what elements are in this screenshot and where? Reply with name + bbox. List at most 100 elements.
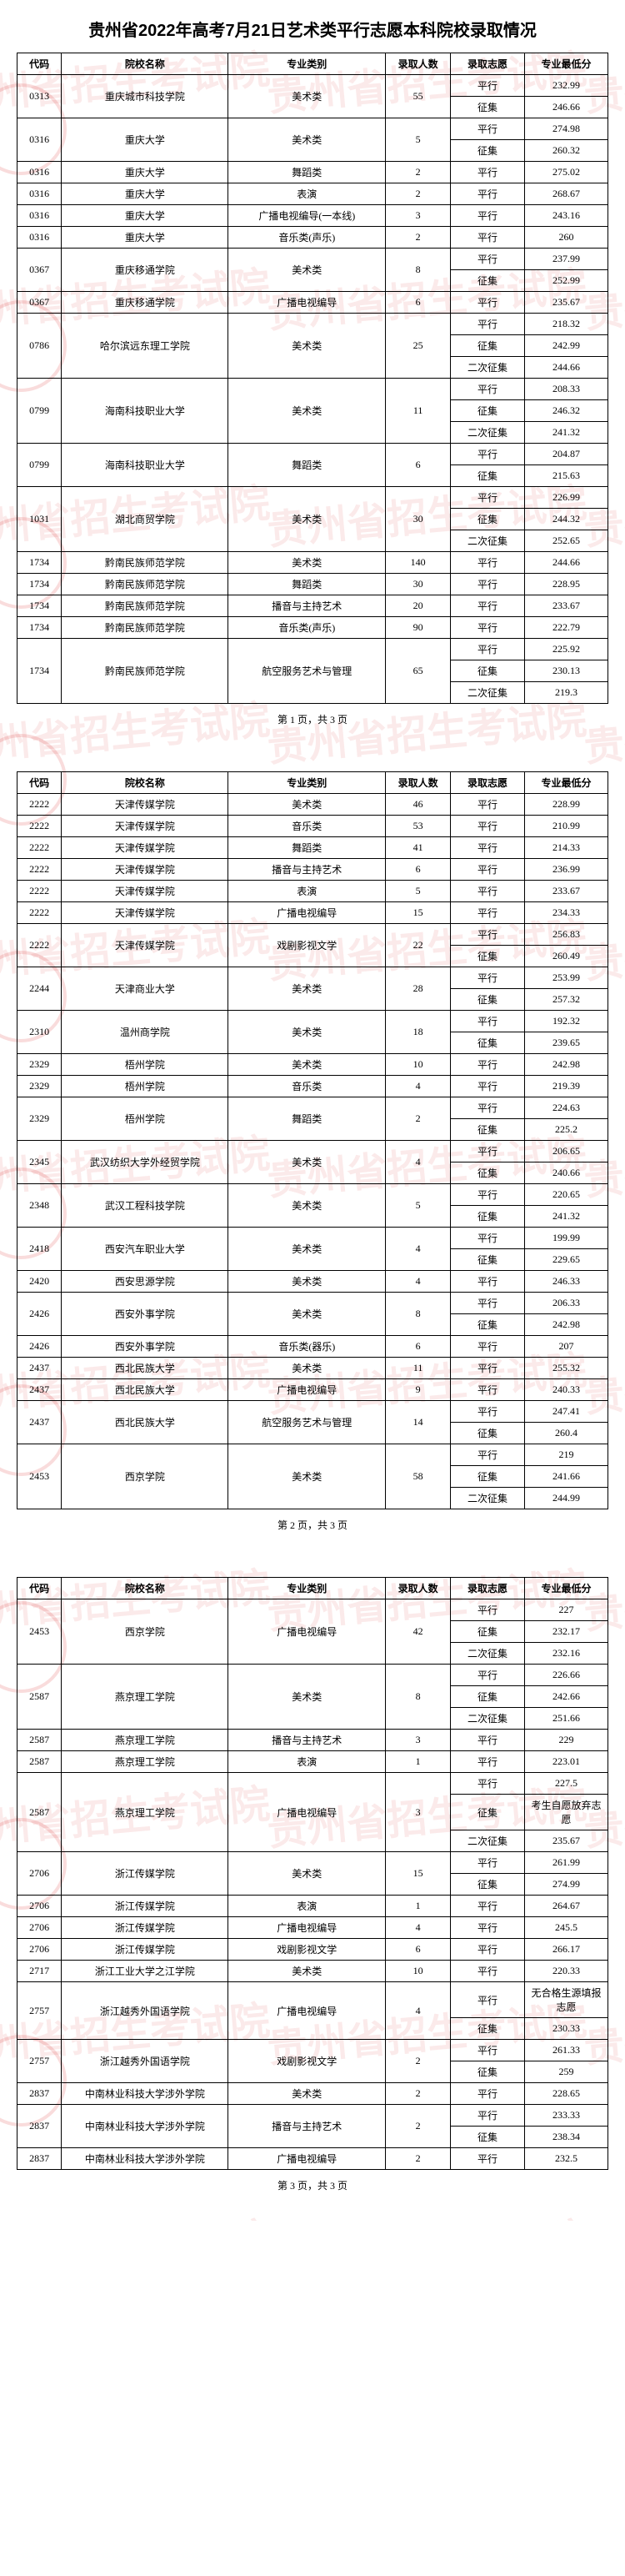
cell-count: 4	[386, 1982, 451, 2040]
cell-major: 表演	[228, 183, 386, 205]
cell-count: 8	[386, 249, 451, 292]
cell-count: 2	[386, 183, 451, 205]
cell-wish: 平行	[451, 1379, 525, 1401]
cell-code: 0316	[18, 227, 62, 249]
table-row: 2420西安思源学院美术类4平行246.33	[18, 1271, 608, 1293]
cell-name: 黔南民族师范学院	[62, 595, 228, 617]
cell-name: 中南林业科技大学涉外学院	[62, 2148, 228, 2170]
admission-table: 代码院校名称专业类别录取人数录取志愿专业最低分2453西京学院广播电视编导42平…	[17, 1577, 608, 2170]
cell-major: 广播电视编导	[228, 902, 386, 924]
table-row: 1734黔南民族师范学院舞蹈类30平行228.95	[18, 574, 608, 595]
cell-score: 227	[524, 1599, 608, 1621]
cell-code: 2420	[18, 1271, 62, 1293]
cell-code: 0367	[18, 249, 62, 292]
cell-score: 264.67	[524, 1896, 608, 1917]
cell-count: 6	[386, 444, 451, 487]
cell-score: 214.33	[524, 837, 608, 859]
cell-score: 251.66	[524, 1708, 608, 1730]
cell-count: 11	[386, 379, 451, 444]
cell-count: 1	[386, 1896, 451, 1917]
cell-major: 美术类	[228, 118, 386, 162]
cell-wish: 二次征集	[451, 1488, 525, 1509]
cell-code: 2222	[18, 924, 62, 967]
cell-code: 2587	[18, 1773, 62, 1852]
cell-major: 美术类	[228, 967, 386, 1011]
cell-wish: 征集	[451, 97, 525, 118]
cell-code: 2437	[18, 1401, 62, 1444]
table-row: 1734黔南民族师范学院音乐类(声乐)90平行222.79	[18, 617, 608, 639]
pager: 第 1 页，共 3 页	[17, 704, 608, 746]
cell-major: 美术类	[228, 1665, 386, 1730]
cell-name: 西北民族大学	[62, 1401, 228, 1444]
table-row: 2310温州商学院美术类18平行192.32	[18, 1011, 608, 1032]
col-header-wish: 录取志愿	[451, 1578, 525, 1599]
table-row: 2587燕京理工学院广播电视编导3平行227.5	[18, 1773, 608, 1795]
cell-count: 4	[386, 1141, 451, 1184]
cell-major: 舞蹈类	[228, 162, 386, 183]
cell-wish: 平行	[451, 1401, 525, 1423]
cell-wish: 征集	[451, 946, 525, 967]
table-row: 0799海南科技职业大学舞蹈类6平行204.87	[18, 444, 608, 465]
cell-score: 207	[524, 1336, 608, 1358]
cell-wish: 二次征集	[451, 1643, 525, 1665]
cell-count: 4	[386, 1228, 451, 1271]
cell-score: 220.33	[524, 1961, 608, 1982]
cell-count: 2	[386, 2148, 451, 2170]
table-row: 2757浙江越秀外国语学院戏剧影视文学2平行261.33	[18, 2040, 608, 2061]
cell-name: 天津传媒学院	[62, 837, 228, 859]
table-row: 0316重庆大学表演2平行268.67	[18, 183, 608, 205]
cell-code: 2222	[18, 794, 62, 816]
table-row: 2587燕京理工学院表演1平行223.01	[18, 1751, 608, 1773]
cell-score: 253.99	[524, 967, 608, 989]
cell-wish: 征集	[451, 2127, 525, 2148]
cell-score: 考生自愿放弃志愿	[524, 1795, 608, 1830]
table-row: 2222天津传媒学院美术类46平行228.99	[18, 794, 608, 816]
cell-score: 274.99	[524, 1874, 608, 1896]
col-header-score: 专业最低分	[524, 53, 608, 75]
cell-major: 音乐类(声乐)	[228, 227, 386, 249]
cell-wish: 平行	[451, 249, 525, 270]
cell-score: 219.39	[524, 1076, 608, 1097]
col-header-major: 专业类别	[228, 772, 386, 794]
cell-score: 244.66	[524, 552, 608, 574]
cell-wish: 平行	[451, 1054, 525, 1076]
cell-score: 246.33	[524, 1271, 608, 1293]
cell-wish: 征集	[451, 400, 525, 422]
cell-code: 2706	[18, 1917, 62, 1939]
cell-major: 美术类	[228, 794, 386, 816]
cell-score: 215.63	[524, 465, 608, 487]
table-row: 1734黔南民族师范学院播音与主持艺术20平行233.67	[18, 595, 608, 617]
cell-score: 275.02	[524, 162, 608, 183]
cell-wish: 征集	[451, 1032, 525, 1054]
cell-wish: 平行	[451, 881, 525, 902]
cell-score: 230.13	[524, 660, 608, 682]
cell-wish: 平行	[451, 1097, 525, 1119]
cell-wish: 征集	[451, 509, 525, 530]
cell-score: 229	[524, 1730, 608, 1751]
cell-code: 2310	[18, 1011, 62, 1054]
cell-score: 242.99	[524, 335, 608, 357]
col-header-name: 院校名称	[62, 53, 228, 75]
cell-code: 2706	[18, 1852, 62, 1896]
table-row: 0367重庆移通学院美术类8平行237.99	[18, 249, 608, 270]
cell-name: 天津商业大学	[62, 967, 228, 1011]
cell-wish: 平行	[451, 967, 525, 989]
cell-wish: 二次征集	[451, 530, 525, 552]
cell-code: 2453	[18, 1599, 62, 1665]
cell-code: 2437	[18, 1358, 62, 1379]
cell-wish: 征集	[451, 1795, 525, 1830]
cell-code: 2345	[18, 1141, 62, 1184]
cell-code: 2329	[18, 1076, 62, 1097]
cell-wish: 平行	[451, 595, 525, 617]
cell-major: 美术类	[228, 249, 386, 292]
cell-name: 燕京理工学院	[62, 1773, 228, 1852]
cell-code: 1734	[18, 574, 62, 595]
cell-score: 257.32	[524, 989, 608, 1011]
col-header-wish: 录取志愿	[451, 53, 525, 75]
cell-wish: 平行	[451, 1358, 525, 1379]
cell-count: 4	[386, 1271, 451, 1293]
cell-count: 15	[386, 1852, 451, 1896]
page-title: 贵州省2022年高考7月21日艺术类平行志愿本科院校录取情况	[17, 17, 608, 41]
cell-name: 哈尔滨远东理工学院	[62, 314, 228, 379]
cell-code: 2222	[18, 837, 62, 859]
